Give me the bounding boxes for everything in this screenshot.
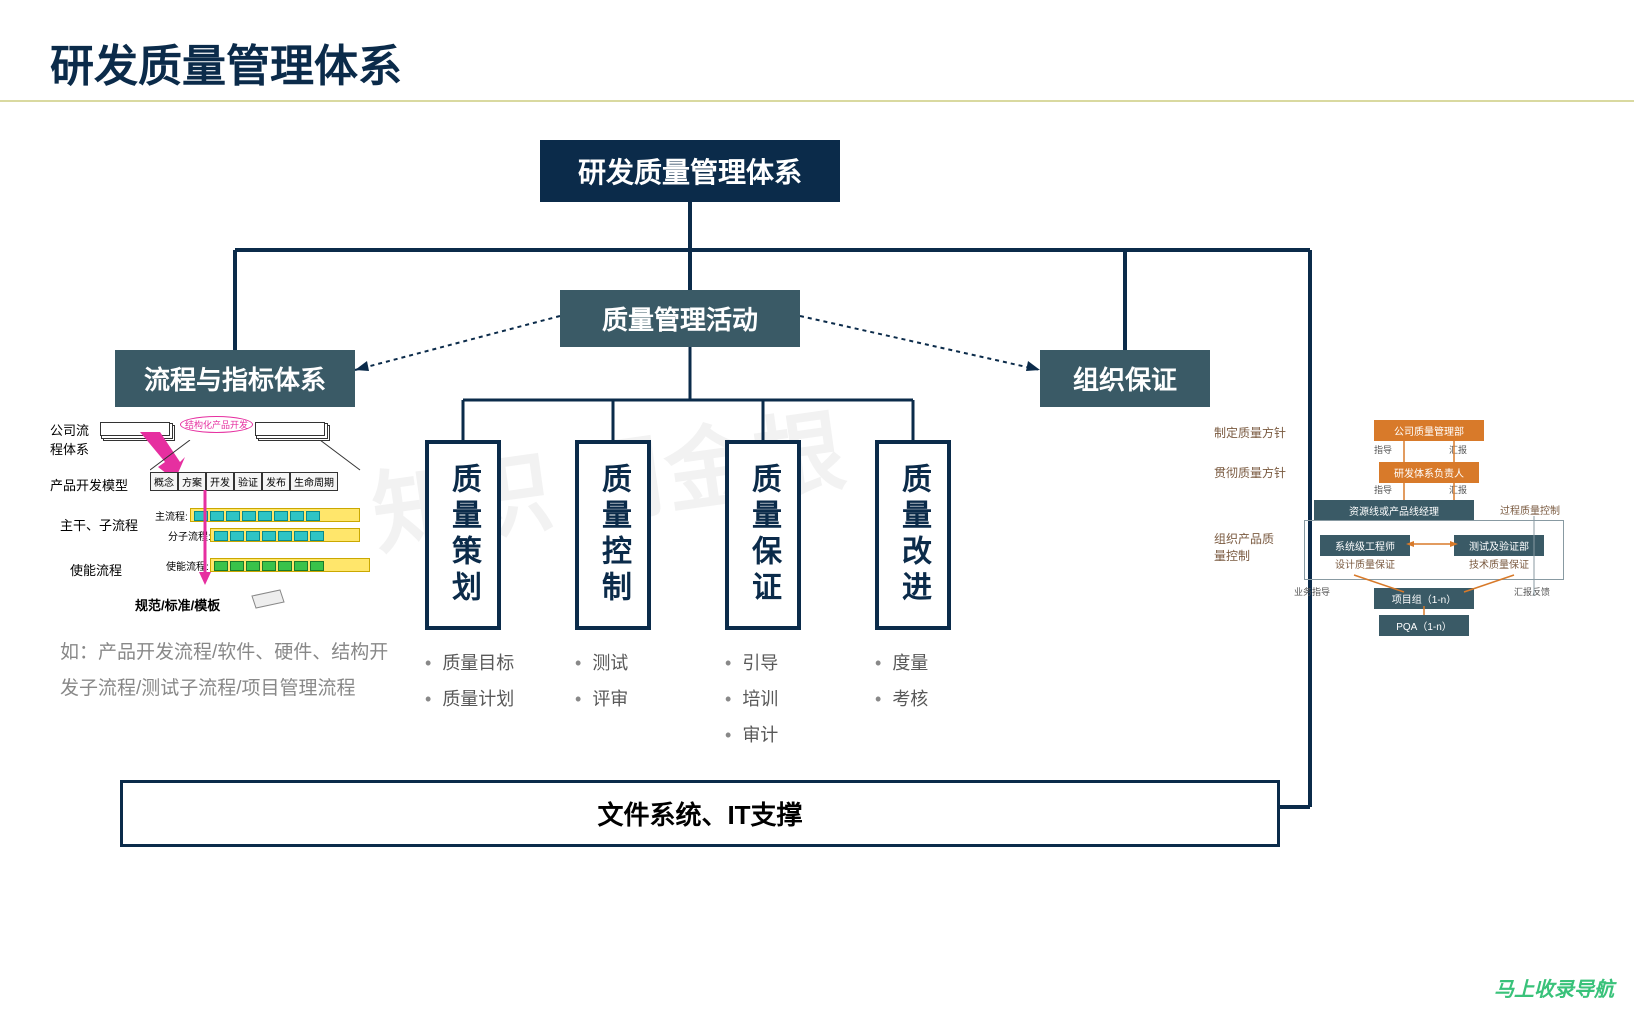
pillar-3-bullets: 度量 考核 <box>875 645 928 717</box>
pink-arrow-2 <box>195 490 215 590</box>
left-branch-box: 流程与指标体系 <box>115 350 355 407</box>
pillar-1: 质量控制 <box>575 440 651 630</box>
left-mini-diagram: 公司流程体系 结构化产品开发 产品开发模型 概念方案开发验证发布生命周期 主干、… <box>60 420 390 620</box>
right-branch-label: 组织保证 <box>1073 365 1177 395</box>
pillar-0-bullets: 质量目标 质量计划 <box>425 645 514 717</box>
pillar-2-bullets: 引导 培训 审计 <box>725 645 778 753</box>
diagram-container: 知识 周金根 研发质量管理体系 质量管理活动 <box>0 130 1634 890</box>
doc-icon <box>250 588 286 612</box>
pillar-1-label: 质量控制 <box>591 463 635 607</box>
left-branch-label: 流程与指标体系 <box>144 365 326 395</box>
ml-stack-2 <box>255 422 325 436</box>
mid-label: 质量管理活动 <box>602 305 758 335</box>
bullet: 质量计划 <box>425 681 514 717</box>
right-branch-box: 组织保证 <box>1040 350 1210 407</box>
page-title: 研发质量管理体系 <box>50 30 402 94</box>
mid-box: 质量管理活动 <box>560 290 800 347</box>
pillar-2: 质量保证 <box>725 440 801 630</box>
bottom-box: 文件系统、IT支撑 <box>120 780 1280 847</box>
bullet: 审计 <box>725 717 778 753</box>
mr-connectors <box>1214 420 1574 640</box>
bullet: 考核 <box>875 681 928 717</box>
root-label: 研发质量管理体系 <box>578 157 802 188</box>
ml-label-5: 规范/标准/模板 <box>135 595 220 614</box>
pillar-2-label: 质量保证 <box>741 463 785 607</box>
ml-v-lines <box>150 440 370 490</box>
ml-label-3: 主干、子流程 <box>60 515 138 534</box>
ml-bar-main-label: 主流程: <box>155 508 188 523</box>
ml-label-1: 公司流程体系 <box>50 420 90 458</box>
ml-label-2: 产品开发模型 <box>50 475 128 494</box>
bullet: 测试 <box>575 645 628 681</box>
ml-chips-sub <box>214 530 326 544</box>
ml-label-4: 使能流程 <box>70 560 122 579</box>
pillar-3: 质量改进 <box>875 440 951 630</box>
pillar-1-bullets: 测试 评审 <box>575 645 628 717</box>
title-underline <box>0 100 1634 102</box>
bullet: 引导 <box>725 645 778 681</box>
bullet: 度量 <box>875 645 928 681</box>
pillar-3-label: 质量改进 <box>891 463 935 607</box>
root-box: 研发质量管理体系 <box>540 140 840 202</box>
right-mini-diagram: 制定质量方针 贯彻质量方针 组织产品质量控制 公司质量管理部 研发体系负责人 指… <box>1214 420 1574 640</box>
ml-chips-enable <box>214 560 326 574</box>
pillar-0-label: 质量策划 <box>441 463 485 607</box>
bullet: 培训 <box>725 681 778 717</box>
footer-watermark: 马上收录导航 <box>1494 973 1614 1002</box>
ml-oval-center: 结构化产品开发 <box>180 416 253 433</box>
bullet: 质量目标 <box>425 645 514 681</box>
pillar-0: 质量策划 <box>425 440 501 630</box>
left-desc: 如：产品开发流程/软件、硬件、结构开发子流程/测试子流程/项目管理流程 <box>60 635 390 707</box>
bullet: 评审 <box>575 681 628 717</box>
bottom-label: 文件系统、IT支撑 <box>597 800 802 830</box>
